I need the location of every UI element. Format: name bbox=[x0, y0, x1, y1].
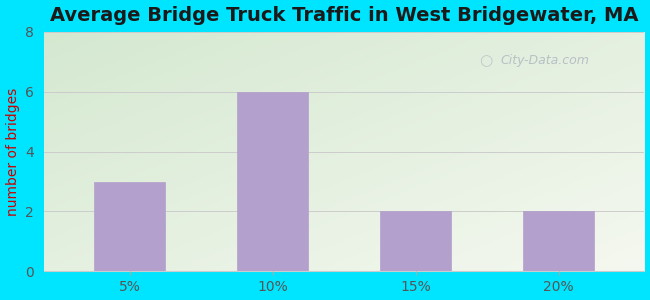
Bar bbox=[523, 212, 594, 272]
Y-axis label: number of bridges: number of bridges bbox=[6, 87, 20, 216]
Text: City-Data.com: City-Data.com bbox=[500, 54, 589, 67]
Bar bbox=[237, 92, 308, 272]
Text: ○: ○ bbox=[479, 53, 493, 68]
Bar bbox=[94, 182, 165, 272]
Title: Average Bridge Truck Traffic in West Bridgewater, MA: Average Bridge Truck Traffic in West Bri… bbox=[50, 6, 638, 25]
Bar bbox=[380, 212, 451, 272]
